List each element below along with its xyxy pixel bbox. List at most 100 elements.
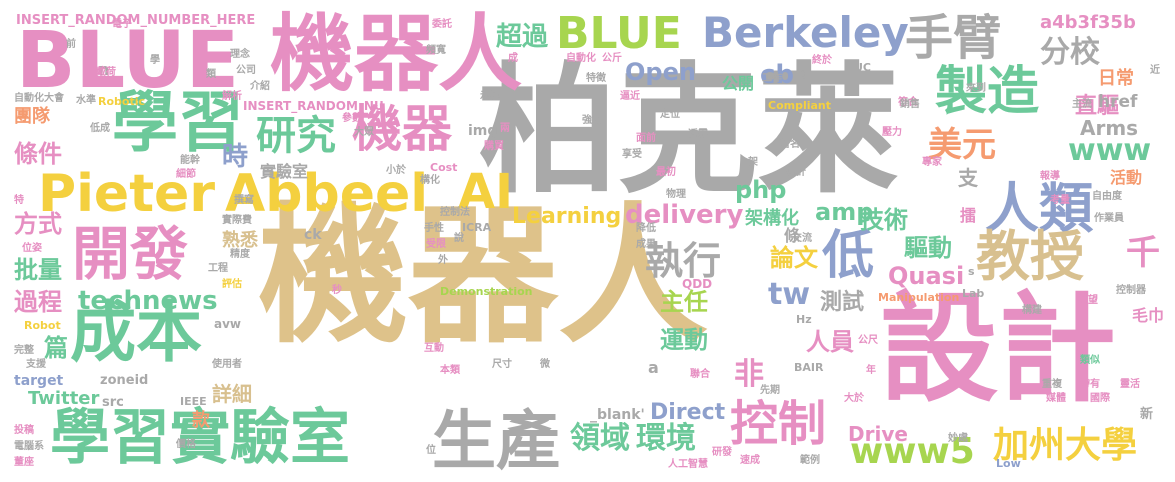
word-103: 電子 — [112, 19, 132, 30]
word-122: 壓力 — [882, 127, 902, 138]
word-176: 解析 — [222, 91, 242, 102]
word-63: 支 — [958, 166, 978, 190]
word-6: 學習實驗室 — [50, 403, 350, 473]
word-94: UC — [854, 61, 872, 74]
word-200: 款 — [192, 410, 210, 431]
word-7: 生產 — [432, 405, 560, 479]
word-115: 特徵 — [586, 73, 606, 84]
word-189: 工程 — [208, 263, 228, 274]
word-70: 日常 — [1098, 68, 1134, 89]
word-44: 時 — [222, 142, 249, 172]
word-119: 定位 — [660, 109, 680, 120]
word-158: 微 — [540, 359, 550, 370]
word-68: INSERT_RANDOM_NUMBER_HERE — [16, 13, 256, 28]
word-85: QDD — [682, 277, 713, 291]
word-13: BLUE — [556, 8, 682, 59]
word-45: 條件 — [14, 140, 62, 168]
word-175: 介紹 — [250, 81, 270, 92]
word-146: 媒體 — [1046, 393, 1066, 404]
word-110: 符合 — [898, 97, 918, 108]
word-81: img — [468, 123, 498, 139]
word-30: www — [1068, 133, 1152, 168]
word-121: 主流 — [1072, 99, 1092, 110]
word-0: 機器人 — [258, 190, 709, 364]
word-17: 人類 — [985, 177, 1093, 240]
word-29: 美元 — [928, 125, 996, 165]
word-73: 公開 — [722, 74, 755, 93]
word-184: 能幹 — [180, 155, 200, 166]
word-97: a — [648, 358, 659, 377]
word-105: 頻寬 — [426, 45, 446, 56]
word-101: 前 — [66, 39, 76, 50]
word-168: 控制法 — [440, 207, 470, 218]
word-140: 希望 — [1078, 295, 1098, 306]
word-169: 小於 — [386, 165, 406, 176]
word-195: 使用者 — [212, 359, 242, 370]
word-153: 範例 — [800, 455, 820, 466]
word-134: 架 — [748, 157, 758, 168]
word-123: 銷售 — [900, 99, 920, 110]
word-35: php — [735, 176, 787, 204]
word-61: 千 — [1126, 233, 1160, 273]
word-193: 完整 — [14, 345, 34, 356]
word-152: 先期 — [760, 385, 780, 396]
word-112: 來到 — [966, 83, 986, 94]
word-108: 公斤 — [602, 53, 622, 64]
word-26: 領域 — [570, 421, 630, 456]
word-53: 人員 — [806, 328, 854, 356]
word-117: 示範 — [480, 91, 500, 102]
word-179: 類 — [206, 69, 216, 80]
word-166: 手性 — [424, 223, 444, 234]
word-160: 本類 — [440, 365, 460, 376]
word-1: 柏克萊 — [478, 50, 899, 213]
word-87: BAIR — [794, 361, 824, 374]
word-144: 年 — [866, 365, 876, 376]
word-98: n — [98, 60, 110, 79]
word-86: ICRA — [462, 221, 492, 234]
word-172: 兩 — [500, 123, 510, 134]
word-162: 位 — [426, 445, 436, 456]
word-191: 位姿 — [22, 243, 42, 254]
word-99: s — [968, 265, 975, 278]
word-155: 妙處 — [948, 433, 968, 444]
word-54: 技術 — [860, 206, 908, 234]
word-141: 構建 — [1022, 305, 1042, 316]
word-113: 工作 — [762, 73, 782, 84]
word-39: tw — [768, 277, 811, 312]
word-33: delivery — [625, 200, 744, 230]
word-43: Arms — [1080, 116, 1139, 140]
word-41: Direct — [650, 400, 726, 425]
word-40: Quasi — [888, 262, 965, 290]
word-82: _blank' — [590, 407, 645, 423]
word-171: 購買 — [484, 141, 504, 152]
word-109: 終於 — [812, 55, 832, 66]
word-170: 構化 — [420, 175, 440, 186]
word-130: 享受 — [622, 149, 642, 160]
word-64: 架構化 — [745, 208, 799, 229]
word-164: 秒 — [332, 285, 342, 296]
word-100: 新 — [1140, 407, 1154, 422]
word-65: 熟悉 — [222, 230, 258, 251]
word-2: 設計 — [880, 280, 1117, 418]
word-46: 方式 — [14, 210, 62, 238]
word-173: 參數 — [342, 113, 362, 124]
word-196: 投稿 — [14, 425, 34, 436]
word-124: 專家 — [922, 157, 942, 168]
word-60: 非 — [734, 357, 764, 392]
word-28: 低 — [822, 226, 875, 286]
word-159: 尺寸 — [492, 359, 512, 370]
word-14: Berkeley — [702, 8, 909, 57]
word-137: 成果 — [636, 239, 656, 250]
word-58: 詳細 — [212, 382, 252, 406]
word-188: 精度 — [230, 249, 250, 260]
word-66: Twitter — [28, 388, 100, 409]
word-183: 低成 — [90, 123, 110, 134]
word-9: 開發 — [72, 220, 189, 288]
word-91: Low — [996, 457, 1021, 470]
word-190: 評估 — [222, 279, 242, 290]
word-167: 說 — [454, 233, 464, 244]
word-177: 公司 — [236, 65, 256, 76]
word-90: IEEE — [180, 395, 207, 408]
word-8: 成本 — [70, 294, 202, 371]
word-18: 教授 — [976, 225, 1084, 288]
